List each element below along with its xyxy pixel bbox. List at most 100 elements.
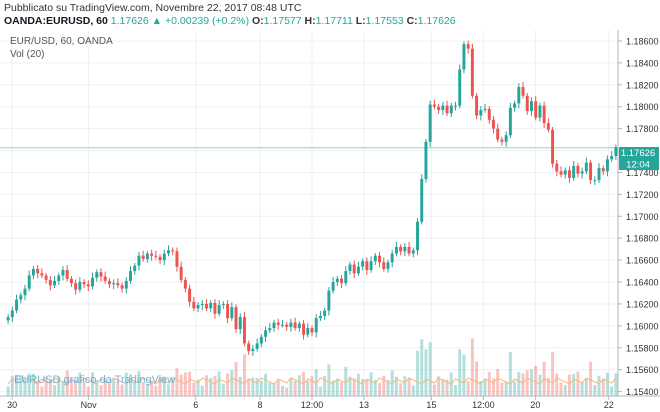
volume-bar — [483, 378, 487, 396]
candle-body — [196, 305, 200, 309]
candle-body — [124, 280, 128, 289]
candle-body — [614, 147, 618, 157]
candle-body — [276, 322, 280, 325]
candle-body — [504, 135, 508, 142]
volume-bar — [614, 373, 618, 396]
volume-bar — [188, 371, 192, 396]
candle-body — [462, 44, 466, 70]
y-tick-label: 1.17200 — [626, 190, 659, 200]
volume-bar — [475, 361, 479, 396]
countdown-box — [619, 159, 659, 170]
volume-bar — [428, 342, 432, 396]
volume-ma-line — [7, 377, 617, 385]
candle-body — [285, 324, 289, 327]
candle-body — [179, 266, 183, 280]
y-tick-label: 1.16600 — [626, 256, 659, 266]
volume-bar — [399, 383, 403, 396]
volume-bar — [580, 381, 584, 396]
candle-body — [344, 271, 348, 284]
volume-bar — [251, 377, 255, 396]
volume-bar — [74, 380, 78, 396]
volume-bar — [462, 354, 466, 396]
change-arrow-icon: ▲ — [151, 15, 163, 27]
volume-bar — [280, 386, 284, 396]
candle-body — [529, 101, 533, 112]
volume-bar — [276, 379, 280, 396]
volume-bar — [576, 371, 580, 396]
volume-bar — [154, 385, 158, 396]
candle-body — [171, 250, 175, 252]
volume-bar — [335, 379, 339, 396]
candle-body — [31, 268, 35, 276]
candle-body — [394, 246, 398, 254]
x-tick-label: 8 — [257, 400, 262, 410]
candle-body — [259, 336, 263, 344]
candle-body — [48, 279, 52, 286]
countdown-value: 12:04 — [626, 160, 650, 171]
candle-body — [546, 123, 550, 130]
volume-bar — [289, 378, 293, 396]
candle-body — [340, 278, 344, 284]
volume-bars — [6, 338, 618, 396]
volume-bar — [137, 371, 141, 396]
volume-bar — [424, 349, 428, 396]
volume-bar — [369, 372, 373, 396]
y-tick-label: 1.16800 — [626, 234, 659, 244]
x-tick-label: 12:00 — [472, 400, 495, 410]
volume-bar — [403, 376, 407, 396]
candle-body — [424, 141, 428, 180]
candle-body — [280, 324, 284, 326]
volume-bar — [513, 381, 517, 396]
volume-bar — [504, 381, 508, 396]
y-tick-label: 1.15600 — [626, 365, 659, 375]
candle-body — [141, 255, 145, 260]
chart-legend: EUR/USD, 60, OANDA — [10, 36, 113, 47]
candle-body — [162, 253, 166, 261]
candle-body — [428, 104, 432, 142]
volume-bar — [264, 373, 268, 396]
candle-body — [61, 269, 65, 276]
candle-body — [238, 317, 242, 330]
candle-body — [454, 105, 457, 107]
candle-body — [230, 307, 234, 319]
low-label: L: — [355, 15, 366, 27]
y-tick-label: 1.16400 — [626, 278, 659, 288]
candle-body — [10, 310, 14, 318]
x-tick-label: 6 — [193, 400, 198, 410]
candle-body — [352, 264, 356, 274]
volume-bar — [293, 381, 297, 396]
candle-body — [373, 255, 377, 262]
volume-bar — [171, 379, 175, 396]
y-tick-label: 1.17000 — [626, 212, 659, 222]
candle-body — [420, 179, 424, 222]
volume-bar — [192, 382, 196, 396]
candle-body — [407, 246, 411, 254]
volume-bar — [466, 381, 470, 396]
candle-body — [567, 170, 571, 178]
volume-bar — [365, 379, 369, 396]
y-axis: 1.18600 1.18400 1.18200 1.18000 1.17800 1.176… — [618, 36, 659, 397]
volume-bar — [593, 385, 597, 396]
volume-bar — [318, 386, 322, 396]
candle-body — [390, 253, 394, 263]
volume-bar — [57, 377, 61, 396]
candle-body — [492, 119, 495, 129]
candle-body — [365, 261, 369, 270]
candle-body — [15, 299, 19, 311]
volume-bar — [213, 376, 217, 396]
volume-bar — [200, 385, 204, 396]
x-tick-label: 13 — [359, 400, 369, 410]
volume-bar — [82, 382, 86, 396]
candle-body — [99, 272, 103, 277]
candle-body — [57, 275, 61, 281]
candle-body — [293, 322, 297, 329]
volume-bar — [133, 383, 137, 396]
volume-bar — [344, 366, 348, 396]
volume-bar — [382, 375, 386, 396]
candle-body — [403, 246, 407, 252]
x-tick-label: 20 — [530, 400, 540, 410]
volume-bar — [36, 380, 40, 396]
volume-bar — [496, 369, 500, 396]
candle-body — [327, 290, 331, 311]
